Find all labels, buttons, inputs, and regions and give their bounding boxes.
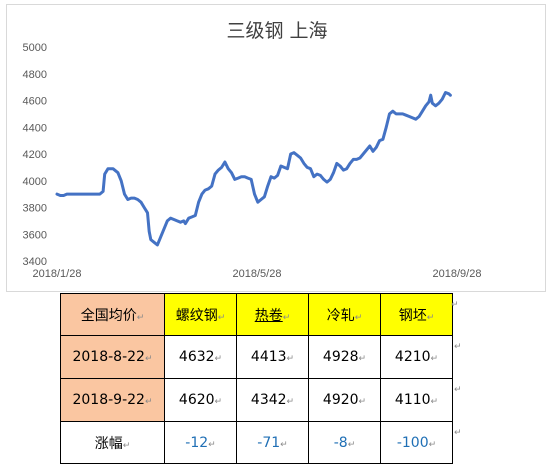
y-tick-label: 3800	[23, 203, 47, 215]
table-cell: 4342↵	[236, 378, 309, 422]
header-cell-hot-coil: 热卷↵	[236, 293, 309, 336]
x-tick-label: 2018/5/28	[233, 268, 282, 280]
table-row: 2018-8-22↵ 4632↵ 4413↵ 4928↵ 4210↵	[60, 335, 453, 379]
y-axis-ticks: 3400 3600 3800 4000 4200 4400 4600 4800 5000	[23, 42, 47, 268]
change-cell: -8↵	[308, 421, 381, 464]
y-tick-label: 4400	[23, 122, 47, 134]
table-row-change: 涨幅↵ -12↵ -71↵ -8↵ -100↵	[60, 421, 453, 464]
y-tick-label: 3400	[23, 256, 47, 268]
row-end-mark: ↵	[454, 342, 462, 352]
chart-title: 三级钢 上海	[226, 20, 327, 42]
price-table: 全国均价↵ 螺纹钢↵ 热卷↵ 冷轧↵ 钢坯↵ 2018-8-22↵ 4632↵ …	[60, 293, 453, 464]
change-cell: -71↵	[236, 421, 309, 464]
x-tick-label: 2018/9/28	[433, 268, 482, 280]
row-end-mark: ↵	[451, 300, 459, 310]
header-cell-rebar: 螺纹钢↵	[164, 293, 237, 336]
table-cell: 4210↵	[380, 335, 453, 379]
y-tick-label: 4000	[23, 176, 47, 188]
y-tick-label: 4600	[23, 96, 47, 108]
row-end-mark: ↵	[454, 385, 462, 395]
table-cell: 4928↵	[308, 335, 381, 379]
y-tick-label: 4800	[23, 69, 47, 81]
table-cell: 4620↵	[164, 378, 237, 422]
y-tick-label: 5000	[23, 42, 47, 54]
row-date-label: 2018-8-22↵	[60, 335, 165, 379]
series-layer	[55, 91, 452, 247]
table-cell: 4632↵	[164, 335, 237, 379]
header-cell-cold-rolled: 冷轧↵	[308, 293, 381, 336]
line-chart: 三级钢 上海 3400 3600 3800 4000 4200 4400 4600 4800 5…	[23, 20, 482, 280]
y-tick-label: 4200	[23, 149, 47, 161]
header-cell-billet: 钢坯↵	[380, 293, 453, 336]
table-row: 2018-9-22↵ 4620↵ 4342↵ 4920↵ 4110↵	[60, 378, 453, 422]
change-label: 涨幅↵	[60, 421, 165, 464]
change-cell: -12↵	[164, 421, 237, 464]
change-cell: -100↵	[380, 421, 453, 464]
table-cell: 4413↵	[236, 335, 309, 379]
table-cell: 4110↵	[380, 378, 453, 422]
y-tick-label: 3600	[23, 229, 47, 241]
x-axis-ticks: 2018/1/28 2018/5/28 2018/9/28	[33, 268, 482, 280]
table-cell: 4920↵	[308, 378, 381, 422]
chart-container: 三级钢 上海 3400 3600 3800 4000 4200 4400 4600 4800 5…	[6, 4, 546, 292]
header-cell-national-average: 全国均价↵	[60, 293, 165, 336]
series-line	[55, 91, 452, 247]
x-tick-label: 2018/1/28	[33, 268, 82, 280]
table-header-row: 全国均价↵ 螺纹钢↵ 热卷↵ 冷轧↵ 钢坯↵	[60, 293, 453, 336]
row-date-label: 2018-9-22↵	[60, 378, 165, 422]
row-end-mark: ↵	[454, 428, 462, 438]
